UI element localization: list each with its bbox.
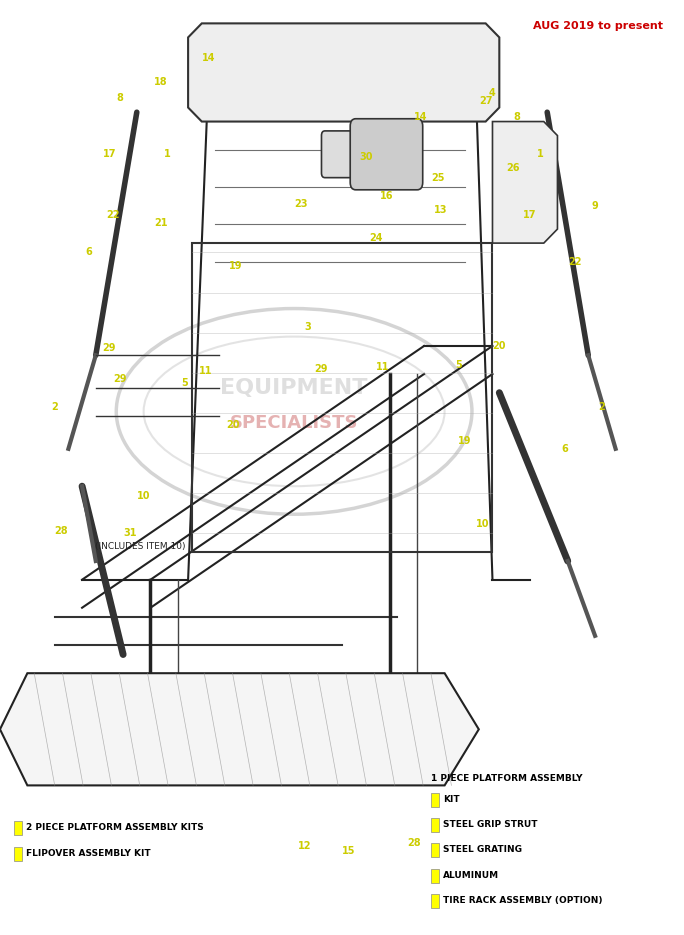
Text: 14: 14 bbox=[202, 53, 215, 63]
Text: 10: 10 bbox=[137, 491, 150, 500]
Text: 31: 31 bbox=[123, 528, 137, 538]
FancyBboxPatch shape bbox=[431, 894, 439, 908]
Text: SPECIALISTS: SPECIALISTS bbox=[230, 413, 358, 432]
Text: AUG 2019 to present: AUG 2019 to present bbox=[534, 21, 663, 31]
Text: 3: 3 bbox=[304, 323, 311, 332]
Text: STEEL GRATING: STEEL GRATING bbox=[443, 845, 522, 855]
Text: FLIPOVER ASSEMBLY KIT: FLIPOVER ASSEMBLY KIT bbox=[26, 849, 150, 858]
Text: 11: 11 bbox=[198, 367, 212, 376]
Text: 19: 19 bbox=[229, 262, 243, 271]
Text: 28: 28 bbox=[55, 526, 68, 536]
Text: 19: 19 bbox=[458, 437, 472, 446]
Text: KIT: KIT bbox=[443, 795, 460, 804]
Text: 23: 23 bbox=[294, 199, 308, 209]
Text: 15: 15 bbox=[342, 846, 356, 856]
Text: 17: 17 bbox=[103, 150, 116, 159]
Text: 6: 6 bbox=[86, 248, 92, 257]
FancyBboxPatch shape bbox=[431, 869, 439, 883]
Text: 17: 17 bbox=[523, 210, 537, 220]
FancyBboxPatch shape bbox=[431, 793, 439, 807]
Text: 30: 30 bbox=[359, 152, 373, 162]
Text: 20: 20 bbox=[226, 421, 239, 430]
Text: 18: 18 bbox=[154, 78, 168, 87]
Polygon shape bbox=[188, 23, 499, 122]
Text: 24: 24 bbox=[369, 234, 383, 243]
FancyBboxPatch shape bbox=[431, 843, 439, 857]
Text: TIRE RACK ASSEMBLY (OPTION): TIRE RACK ASSEMBLY (OPTION) bbox=[443, 896, 603, 905]
Text: 14: 14 bbox=[414, 112, 428, 122]
Text: 5: 5 bbox=[181, 379, 188, 388]
Text: STEEL GRIP STRUT: STEEL GRIP STRUT bbox=[443, 820, 538, 829]
FancyBboxPatch shape bbox=[431, 818, 439, 832]
Text: 6: 6 bbox=[561, 444, 568, 453]
Text: 5: 5 bbox=[455, 360, 462, 369]
Text: 29: 29 bbox=[103, 343, 116, 352]
Text: 21: 21 bbox=[154, 218, 168, 227]
Text: 26: 26 bbox=[506, 164, 520, 173]
Text: 4: 4 bbox=[489, 89, 496, 98]
Text: 9: 9 bbox=[592, 201, 598, 210]
Text: 12: 12 bbox=[298, 842, 311, 851]
Text: (INCLUDES ITEM 10): (INCLUDES ITEM 10) bbox=[95, 542, 185, 552]
Text: 8: 8 bbox=[116, 94, 123, 103]
Text: 2: 2 bbox=[51, 402, 58, 411]
Text: ALUMINUM: ALUMINUM bbox=[443, 870, 499, 880]
Text: 25: 25 bbox=[431, 173, 445, 182]
Text: 27: 27 bbox=[479, 96, 492, 106]
Text: 13: 13 bbox=[434, 206, 448, 215]
FancyBboxPatch shape bbox=[14, 847, 22, 861]
Text: 29: 29 bbox=[113, 374, 127, 383]
Text: 1: 1 bbox=[537, 150, 544, 159]
Text: 28: 28 bbox=[407, 839, 421, 848]
FancyBboxPatch shape bbox=[14, 821, 22, 835]
Text: EQUIPMENT: EQUIPMENT bbox=[220, 378, 368, 398]
Text: 10: 10 bbox=[475, 519, 489, 528]
Text: 16: 16 bbox=[380, 192, 393, 201]
Text: 2: 2 bbox=[598, 402, 605, 411]
Text: 29: 29 bbox=[315, 365, 328, 374]
Text: 8: 8 bbox=[513, 112, 520, 122]
Text: 11: 11 bbox=[376, 363, 390, 372]
Text: 22: 22 bbox=[568, 257, 581, 266]
FancyBboxPatch shape bbox=[321, 131, 417, 178]
FancyBboxPatch shape bbox=[350, 119, 423, 190]
Text: 1 PIECE PLATFORM ASSEMBLY: 1 PIECE PLATFORM ASSEMBLY bbox=[431, 774, 582, 784]
Text: 20: 20 bbox=[492, 341, 506, 351]
Polygon shape bbox=[492, 122, 557, 243]
Text: 22: 22 bbox=[106, 210, 120, 220]
Text: 2 PIECE PLATFORM ASSEMBLY KITS: 2 PIECE PLATFORM ASSEMBLY KITS bbox=[26, 823, 204, 832]
Text: 1: 1 bbox=[164, 150, 171, 159]
Polygon shape bbox=[0, 673, 479, 785]
